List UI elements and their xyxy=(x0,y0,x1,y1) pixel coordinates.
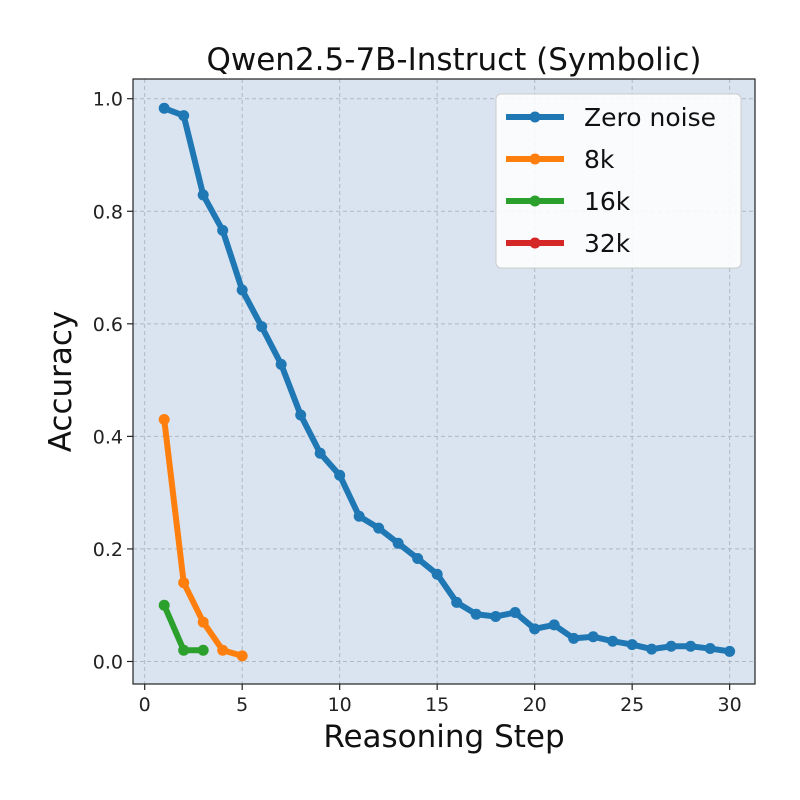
data-point xyxy=(158,599,170,611)
data-point xyxy=(490,610,502,622)
data-point xyxy=(158,102,170,114)
data-point xyxy=(587,631,599,643)
data-point xyxy=(665,640,677,652)
legend-item: Zero noise xyxy=(506,103,716,132)
legend-label: 8k xyxy=(584,145,615,174)
data-point xyxy=(431,568,443,580)
x-tick-label: 0 xyxy=(139,694,151,716)
x-axis-title: Reasoning Step xyxy=(323,719,564,755)
x-tick-label: 25 xyxy=(620,694,644,716)
data-point xyxy=(685,640,697,652)
data-point xyxy=(334,469,346,481)
x-tick-label: 15 xyxy=(425,694,449,716)
axis-ticks: 0 5 10 15 20 25 30 0.0 0.2 0.4 0.6 0.8 1.0 xyxy=(93,89,742,716)
legend-label: 16k xyxy=(584,187,631,216)
data-point xyxy=(295,409,307,421)
legend-swatch-marker xyxy=(529,153,541,165)
data-point xyxy=(704,643,716,655)
data-point xyxy=(197,616,209,628)
data-point xyxy=(197,644,209,656)
data-point xyxy=(412,552,424,564)
series-zero-noise xyxy=(158,102,736,657)
data-point xyxy=(451,596,463,608)
data-point xyxy=(646,643,658,655)
legend-label: 32k xyxy=(584,229,631,258)
plot-frame xyxy=(132,78,756,685)
y-tick-label: 1.0 xyxy=(93,89,123,111)
data-point xyxy=(548,619,560,631)
legend-item: 32k xyxy=(506,229,631,258)
legend: Zero noise 8k 16k 32k xyxy=(495,93,742,269)
chart-title: Qwen2.5-7B-Instruct (Symbolic) xyxy=(206,42,701,78)
data-point xyxy=(178,110,190,122)
data-point xyxy=(236,650,248,662)
data-point xyxy=(178,644,190,656)
y-axis-title: Accuracy xyxy=(43,311,79,453)
data-point xyxy=(256,321,268,333)
legend-item: 8k xyxy=(506,145,615,174)
data-point xyxy=(353,510,365,522)
x-tick-label: 10 xyxy=(328,694,352,716)
data-point xyxy=(275,358,287,370)
legend-label: Zero noise xyxy=(584,103,716,132)
legend-swatch-marker xyxy=(529,195,541,207)
data-point xyxy=(568,632,580,644)
legend-box xyxy=(495,93,742,269)
data-point xyxy=(470,608,482,620)
legend-swatch-marker xyxy=(529,237,541,249)
data-point xyxy=(158,413,170,425)
data-point xyxy=(626,639,638,651)
series-layer xyxy=(158,102,736,662)
data-point xyxy=(607,635,619,647)
x-tick-label: 5 xyxy=(236,694,248,716)
legend-item: 16k xyxy=(506,187,631,216)
legend-swatch-marker xyxy=(529,111,541,123)
data-point xyxy=(509,607,521,619)
data-point xyxy=(197,189,209,201)
data-point xyxy=(373,522,385,534)
data-point xyxy=(392,537,404,549)
y-tick-label: 0.2 xyxy=(93,539,123,561)
data-point xyxy=(217,644,229,656)
series-8k xyxy=(158,413,248,662)
y-tick-label: 0.0 xyxy=(93,651,123,673)
data-point xyxy=(178,577,190,589)
series-16k xyxy=(158,599,209,656)
data-point xyxy=(236,284,248,296)
x-tick-label: 20 xyxy=(523,694,547,716)
data-point xyxy=(724,645,736,657)
y-tick-label: 0.8 xyxy=(93,201,123,223)
x-tick-label: 30 xyxy=(718,694,742,716)
data-point xyxy=(217,224,229,236)
data-point xyxy=(314,447,326,459)
y-tick-label: 0.4 xyxy=(93,426,123,448)
data-point xyxy=(529,623,541,635)
y-tick-label: 0.6 xyxy=(93,314,123,336)
